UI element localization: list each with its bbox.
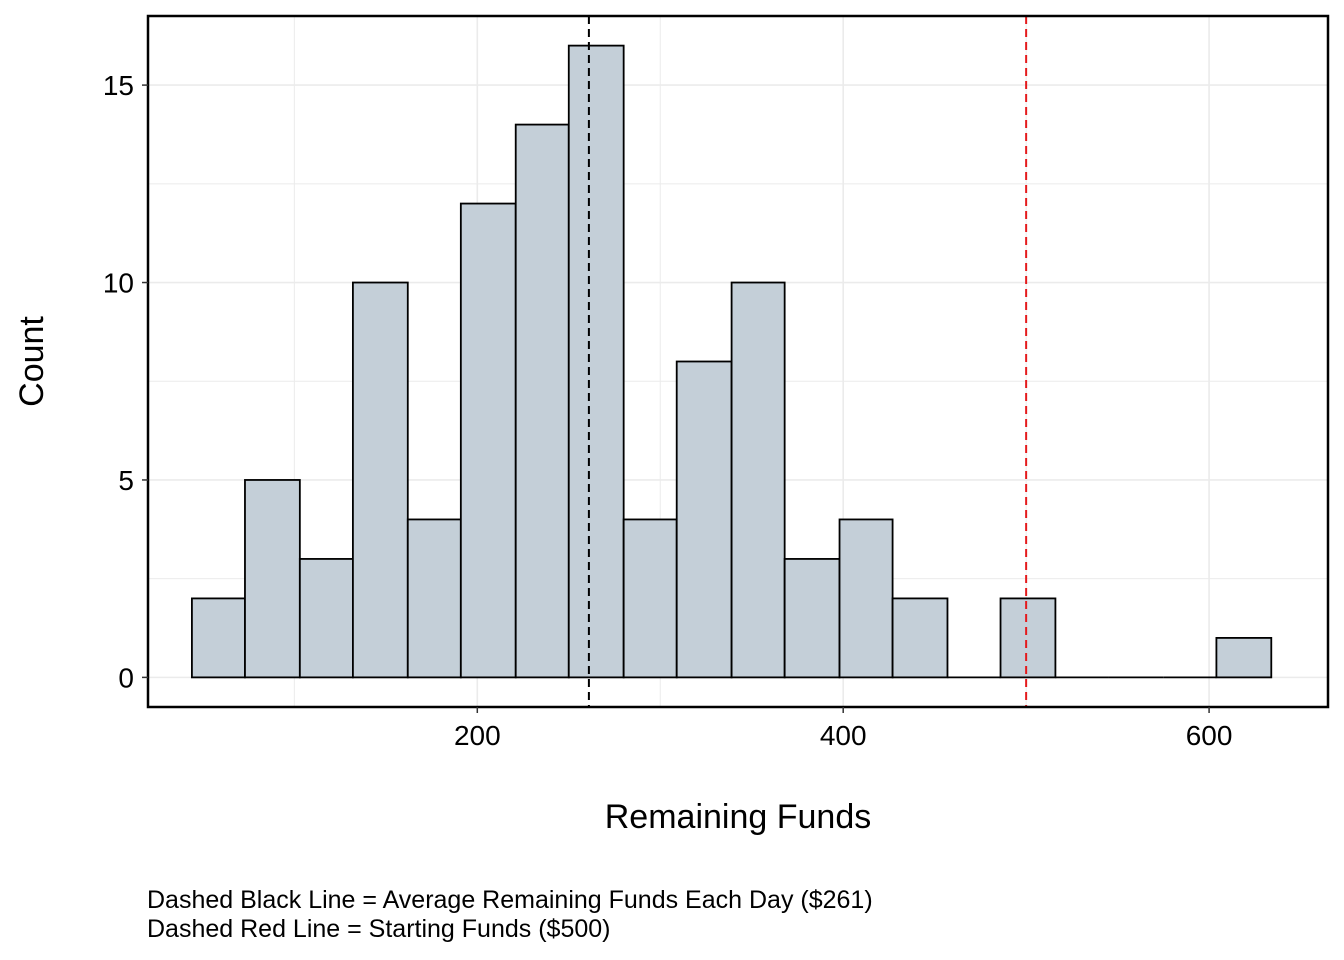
x-tick-label: 600	[1186, 720, 1233, 751]
caption-line-average: Dashed Black Line = Average Remaining Fu…	[147, 886, 873, 914]
histogram-bar	[351, 281, 409, 679]
x-tick-label: 200	[454, 720, 501, 751]
histogram-bar	[406, 518, 462, 679]
y-axis-title: Count	[13, 316, 51, 407]
plot-panel-border	[146, 14, 1330, 709]
histogram-bar	[244, 479, 301, 679]
histogram-bar	[999, 597, 1057, 679]
histogram-bar	[514, 123, 570, 679]
x-axis-title: Remaining Funds	[605, 798, 871, 836]
y-tick-label: 0	[118, 662, 134, 693]
chart-caption: Dashed Black Line = Average Remaining Fu…	[147, 886, 873, 944]
histogram-bar	[730, 281, 786, 679]
histogram-bar	[191, 597, 246, 679]
histogram-bar	[891, 597, 949, 679]
histogram-bar	[1215, 637, 1273, 679]
y-tick-label: 5	[118, 465, 134, 496]
histogram-bar	[675, 360, 733, 679]
y-tick-label: 10	[103, 268, 134, 299]
histogram-bar	[459, 202, 517, 679]
caption-line-starting: Dashed Red Line = Starting Funds ($500)	[147, 915, 611, 943]
x-tick-label: 400	[820, 720, 867, 751]
reference-lines	[587, 16, 1028, 707]
y-tick-label: 15	[103, 70, 134, 101]
histogram-bar	[838, 518, 894, 679]
y-axis-ticks: 0 5 10 15	[103, 70, 148, 693]
histogram-bar	[567, 44, 625, 679]
histogram-bars	[191, 44, 1273, 679]
x-axis-ticks: 200 400 600	[454, 707, 1233, 751]
histogram-bar	[622, 518, 678, 679]
histogram-bar	[298, 558, 354, 679]
histogram-bar	[783, 558, 841, 679]
